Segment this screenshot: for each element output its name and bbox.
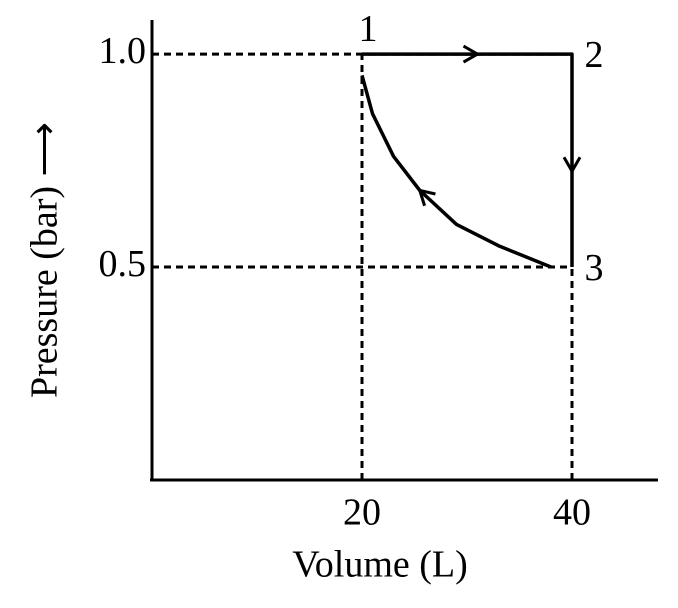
arrowhead — [462, 44, 481, 64]
process-line — [360, 74, 552, 269]
arrowhead — [417, 188, 436, 207]
process-line — [362, 52, 574, 268]
y-tick-label: 1.0 — [99, 30, 147, 72]
y-tick-label: 0.5 — [99, 243, 147, 285]
point-label: 2 — [585, 34, 604, 76]
point-label: 1 — [359, 8, 378, 50]
x-tick-label: 20 — [343, 492, 381, 534]
point-label: 3 — [585, 247, 604, 289]
x-axis-label: Volume (L) — [292, 544, 468, 586]
x-tick-label: 40 — [553, 492, 591, 534]
arrowhead — [562, 156, 582, 175]
y-axis-label: Pressure (bar) ⟶ — [24, 122, 66, 398]
